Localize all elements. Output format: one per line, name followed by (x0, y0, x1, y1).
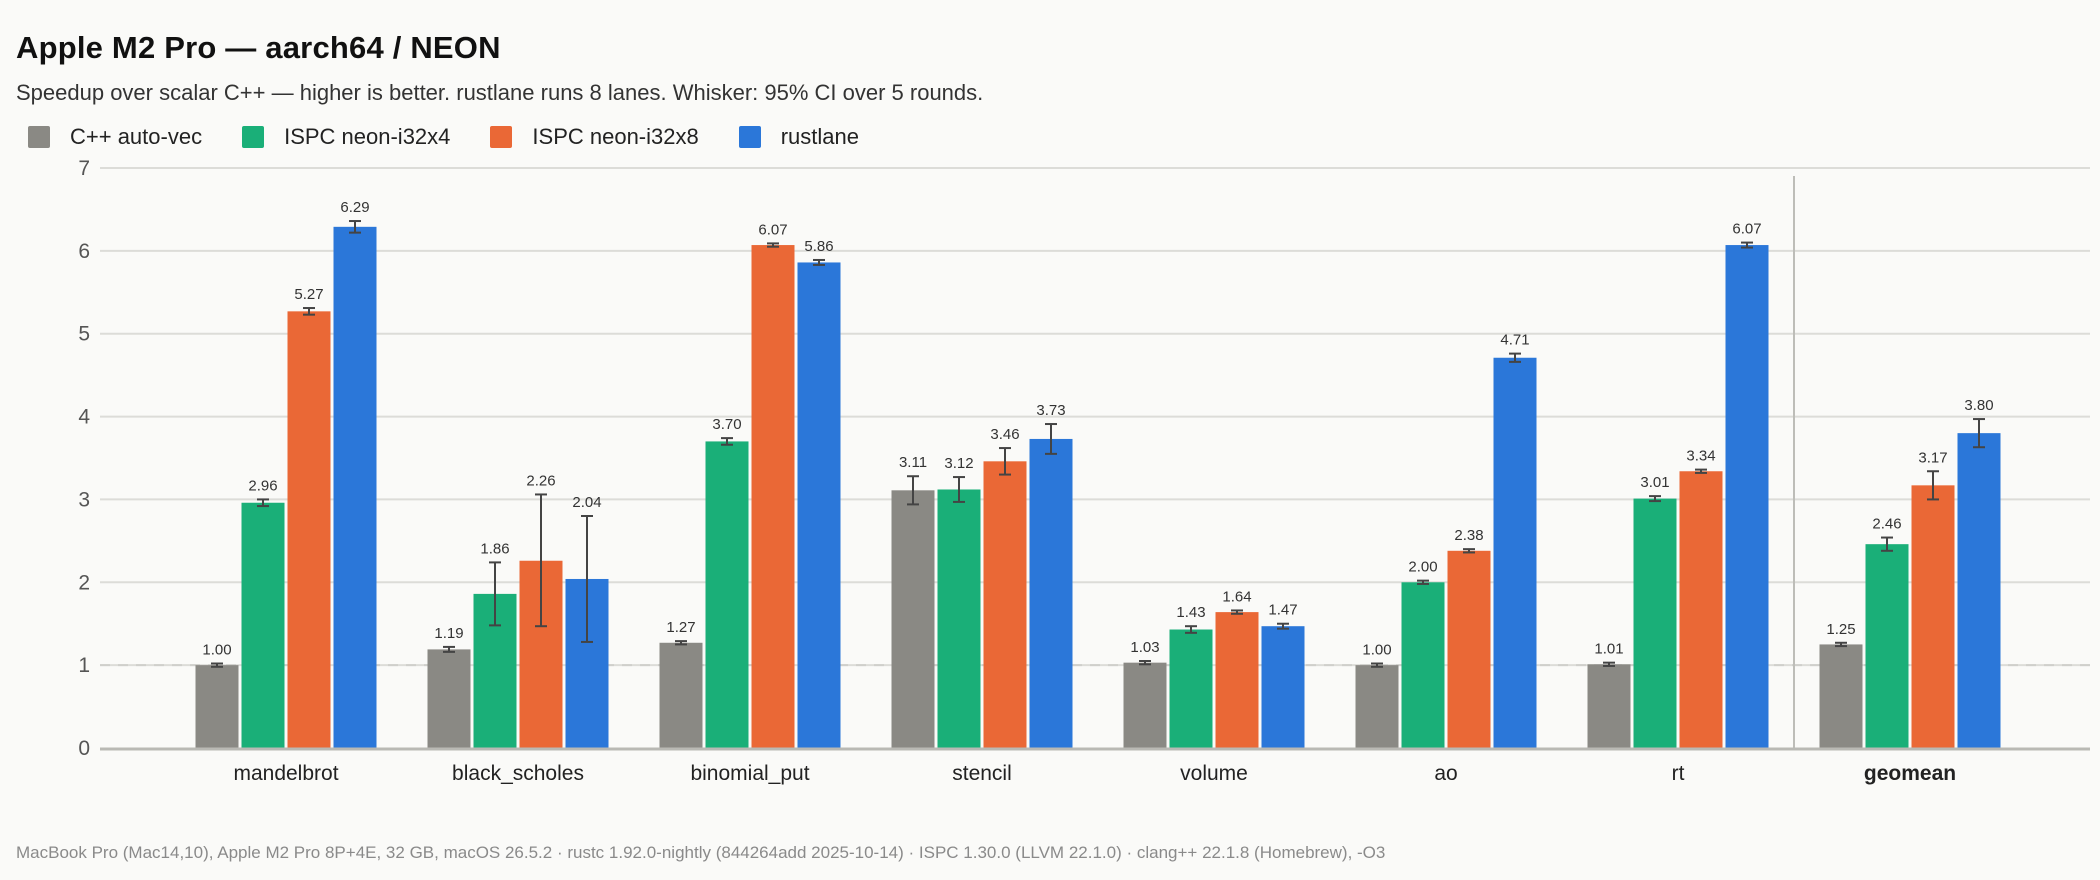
value-label-ao-ispc-neon-i32x8: 2.38 (1454, 527, 1483, 544)
bar-mandelbrot-ispc-neon-i32x4 (241, 502, 285, 748)
value-label-mandelbrot-ispc-neon-i32x8: 5.27 (294, 286, 323, 303)
bar-stencil-rustlane (1029, 438, 1073, 748)
bar-rt-ispc-neon-i32x8 (1679, 471, 1723, 748)
value-label-ao-ispc-neon-i32x4: 2.00 (1408, 559, 1437, 576)
y-tick-label-2: 2 (78, 571, 90, 594)
value-label-rt-c-auto-vec: 1.01 (1594, 641, 1623, 658)
value-label-volume-c-auto-vec: 1.03 (1130, 639, 1159, 656)
value-label-rt-ispc-neon-i32x8: 3.34 (1686, 448, 1715, 465)
legend-item-rustlane: rustlane (738, 124, 860, 150)
value-label-black-scholes-ispc-neon-i32x4: 1.86 (480, 540, 509, 557)
y-tick-label-3: 3 (78, 488, 90, 511)
value-label-ao-rustlane: 4.71 (1500, 332, 1529, 349)
bar-geomean-c-auto-vec (1819, 644, 1863, 748)
y-tick-label-7: 7 (78, 157, 90, 180)
bar-stencil-ispc-neon-i32x8 (983, 461, 1027, 748)
bar-mandelbrot-rustlane (333, 226, 377, 749)
bar-geomean-ispc-neon-i32x4 (1865, 544, 1909, 748)
bar-volume-ispc-neon-i32x4 (1169, 629, 1213, 748)
bar-volume-c-auto-vec (1123, 662, 1167, 748)
value-label-mandelbrot-c-auto-vec: 1.00 (202, 641, 231, 658)
bar-volume-rustlane (1261, 626, 1305, 748)
bar-ao-ispc-neon-i32x4 (1401, 582, 1445, 748)
x-tick-label-geomean: geomean (1864, 762, 1956, 785)
bar-stencil-ispc-neon-i32x4 (937, 489, 981, 748)
value-label-binomial-put-rustlane: 5.86 (804, 238, 833, 255)
bar-ao-c-auto-vec (1355, 665, 1399, 748)
value-label-binomial-put-c-auto-vec: 1.27 (666, 619, 695, 636)
value-label-black-scholes-rustlane: 2.04 (572, 494, 601, 511)
x-tick-label-ao: ao (1434, 762, 1457, 785)
legend-swatch-c-auto-vec (28, 126, 50, 148)
bar-black-scholes-c-auto-vec (427, 649, 471, 748)
value-label-rt-ispc-neon-i32x4: 3.01 (1640, 474, 1669, 491)
value-label-geomean-ispc-neon-i32x8: 3.17 (1918, 449, 1947, 466)
legend-label-rustlane: rustlane (780, 124, 860, 149)
bar-ao-ispc-neon-i32x8 (1447, 550, 1491, 748)
legend-item-c-auto-vec: C++ auto-vec (28, 124, 202, 150)
x-tick-label-rt: rt (1672, 762, 1685, 785)
bar-ao-rustlane (1493, 357, 1537, 748)
value-label-mandelbrot-ispc-neon-i32x4: 2.96 (248, 477, 277, 494)
chart-subtitle: Speedup over scalar C++ — higher is bett… (16, 80, 984, 105)
y-tick-label-1: 1 (78, 654, 90, 677)
legend-label-c-auto-vec: C++ auto-vec (70, 124, 203, 149)
value-label-stencil-rustlane: 3.73 (1036, 402, 1065, 419)
value-label-binomial-put-ispc-neon-i32x4: 3.70 (712, 416, 741, 433)
bar-binomial-put-rustlane (797, 262, 841, 748)
value-label-volume-rustlane: 1.47 (1268, 602, 1297, 619)
legend-swatch-rustlane (738, 126, 761, 148)
y-tick-label-5: 5 (78, 323, 90, 346)
value-label-volume-ispc-neon-i32x4: 1.43 (1176, 604, 1205, 621)
x-tick-label-stencil: stencil (952, 762, 1012, 785)
value-label-mandelbrot-rustlane: 6.29 (340, 199, 369, 216)
bar-rt-rustlane (1725, 245, 1769, 749)
x-tick-label-mandelbrot: mandelbrot (233, 762, 338, 785)
y-tick-label-4: 4 (78, 406, 90, 429)
bar-rt-c-auto-vec (1587, 664, 1631, 748)
bar-geomean-ispc-neon-i32x8 (1911, 485, 1955, 748)
x-tick-label-volume: volume (1180, 762, 1248, 785)
bar-geomean-rustlane (1957, 433, 2001, 748)
bar-rt-ispc-neon-i32x4 (1633, 498, 1677, 748)
legend-label-ispc-neon-i32x8: ISPC neon-i32x8 (532, 124, 699, 149)
bar-mandelbrot-ispc-neon-i32x8 (287, 311, 331, 748)
value-label-black-scholes-c-auto-vec: 1.19 (434, 625, 463, 642)
value-label-geomean-rustlane: 3.80 (1964, 397, 1993, 414)
chart-title: Apple M2 Pro — aarch64 / NEON (16, 30, 501, 65)
bar-binomial-put-c-auto-vec (659, 642, 703, 748)
legend-swatch-ispc-neon-i32x4 (242, 126, 265, 148)
x-tick-label-black-scholes: black_scholes (452, 762, 584, 785)
bar-binomial-put-ispc-neon-i32x8 (751, 245, 795, 749)
value-label-black-scholes-ispc-neon-i32x8: 2.26 (526, 472, 555, 489)
value-label-binomial-put-ispc-neon-i32x8: 6.07 (758, 221, 787, 238)
value-label-stencil-ispc-neon-i32x8: 3.46 (990, 426, 1019, 443)
legend-item-ispc-neon-i32x4: ISPC neon-i32x4 (242, 124, 450, 150)
legend-label-ispc-neon-i32x4: ISPC neon-i32x4 (284, 124, 451, 149)
bar-volume-ispc-neon-i32x8 (1215, 612, 1259, 748)
y-tick-label-6: 6 (78, 240, 90, 263)
legend: C++ auto-vec ISPC neon-i32x4 ISPC neon-i32… (28, 124, 899, 150)
value-label-geomean-c-auto-vec: 1.25 (1826, 621, 1855, 638)
x-tick-label-binomial-put: binomial_put (690, 762, 809, 785)
y-tick-label-0: 0 (78, 737, 90, 760)
value-label-stencil-c-auto-vec: 3.11 (899, 454, 927, 471)
value-label-stencil-ispc-neon-i32x4: 3.12 (944, 455, 973, 472)
bar-stencil-c-auto-vec (891, 490, 935, 748)
value-label-rt-rustlane: 6.07 (1732, 221, 1761, 238)
value-label-volume-ispc-neon-i32x8: 1.64 (1222, 588, 1251, 605)
value-label-geomean-ispc-neon-i32x4: 2.46 (1872, 516, 1901, 533)
value-label-ao-c-auto-vec: 1.00 (1362, 641, 1391, 658)
legend-swatch-ispc-neon-i32x8 (490, 126, 513, 148)
bar-binomial-put-ispc-neon-i32x4 (705, 441, 749, 748)
legend-item-ispc-neon-i32x8: ISPC neon-i32x8 (490, 124, 699, 150)
bar-mandelbrot-c-auto-vec (195, 665, 239, 748)
footer-system-info: MacBook Pro (Mac14,10), Apple M2 Pro 8P+… (16, 843, 1386, 862)
